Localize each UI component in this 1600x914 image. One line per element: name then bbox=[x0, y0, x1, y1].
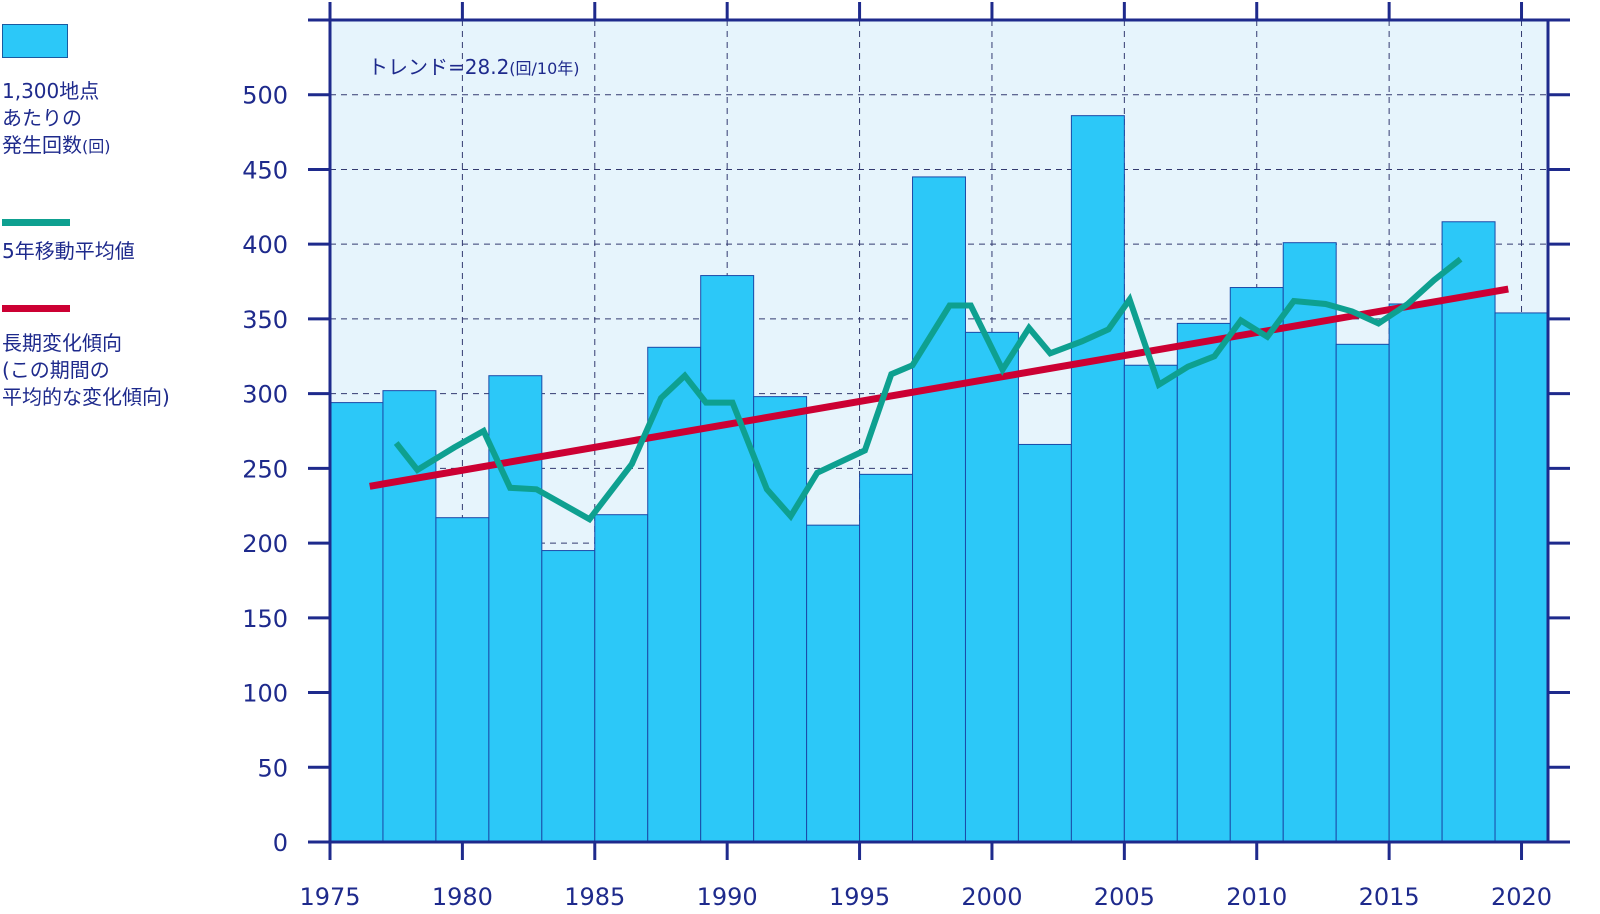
legend-bar-label: 1,300地点 あたりの 発生回数(回) bbox=[2, 78, 111, 160]
bar bbox=[912, 176, 966, 843]
bar bbox=[806, 524, 861, 843]
x-tick-label: 2010 bbox=[1226, 883, 1287, 911]
bar bbox=[700, 275, 755, 843]
legend-trend-label: 長期変化傾向 (この期間の 平均的な変化傾向) bbox=[2, 331, 170, 409]
bar bbox=[1335, 343, 1390, 843]
bar bbox=[488, 375, 543, 843]
x-tick-label: 2015 bbox=[1359, 883, 1420, 911]
bar bbox=[647, 346, 702, 843]
y-tick-label: 450 bbox=[242, 156, 288, 184]
legend-bar-swatch bbox=[2, 24, 68, 58]
bar bbox=[1017, 443, 1072, 843]
trend-series bbox=[369, 285, 1509, 490]
trend-annotation: トレンド=28.2(回/10年) bbox=[368, 55, 580, 79]
axes bbox=[308, 2, 1570, 860]
x-tick-label: 1990 bbox=[697, 883, 758, 911]
moving-average-line bbox=[393, 256, 1463, 524]
moving-average-series bbox=[393, 256, 1463, 524]
x-tick-label: 1995 bbox=[829, 883, 890, 911]
x-tick-label: 2020 bbox=[1491, 883, 1552, 911]
bar bbox=[1282, 242, 1337, 843]
y-tick-label: 500 bbox=[242, 82, 288, 110]
trend-line bbox=[369, 285, 1509, 490]
bar-series bbox=[329, 115, 1549, 843]
y-tick-label: 50 bbox=[257, 754, 288, 782]
bar bbox=[1494, 312, 1549, 843]
bar bbox=[1229, 287, 1284, 843]
y-tick-label: 250 bbox=[242, 455, 288, 483]
legend-trend-swatch bbox=[2, 305, 70, 312]
y-tick-label: 350 bbox=[242, 306, 288, 334]
y-tick-label: 200 bbox=[242, 530, 288, 558]
legend-moving-average-swatch bbox=[2, 219, 70, 226]
legend-bar-label-unit: (回) bbox=[82, 137, 111, 156]
legend-moving-average-label: 5年移動平均値 bbox=[2, 239, 135, 263]
trend-annotation-text: トレンド=28.2 bbox=[368, 55, 509, 79]
plot-frame bbox=[328, 18, 1550, 844]
bar bbox=[859, 473, 914, 843]
x-tick-label: 1980 bbox=[432, 883, 493, 911]
bar bbox=[329, 402, 384, 843]
bar bbox=[1070, 115, 1125, 843]
y-tick-label: 100 bbox=[242, 680, 288, 708]
trend-annotation-unit: (回/10年) bbox=[509, 59, 579, 78]
bar bbox=[1441, 221, 1496, 843]
bar bbox=[753, 396, 808, 843]
tick-labels: 0 50 100 150 200 250 300 350 400 450 500 1975 1980 19… bbox=[242, 82, 1552, 911]
legend-bar-label-text: 1,300地点 あたりの 発生回数 bbox=[2, 79, 100, 157]
x-tick-label: 2005 bbox=[1094, 883, 1155, 911]
y-tick-label: 0 bbox=[273, 829, 288, 857]
bar bbox=[1388, 303, 1443, 843]
x-tick-label: 1975 bbox=[299, 883, 360, 911]
bar bbox=[594, 514, 649, 843]
bar bbox=[1176, 322, 1231, 843]
bar bbox=[435, 517, 490, 843]
bar bbox=[964, 331, 1019, 843]
bar bbox=[541, 550, 596, 843]
y-tick-label: 300 bbox=[242, 381, 288, 409]
y-tick-label: 400 bbox=[242, 231, 288, 259]
bar bbox=[1123, 364, 1178, 843]
x-tick-label: 2000 bbox=[961, 883, 1022, 911]
y-tick-label: 150 bbox=[242, 605, 288, 633]
x-tick-label: 1985 bbox=[564, 883, 625, 911]
